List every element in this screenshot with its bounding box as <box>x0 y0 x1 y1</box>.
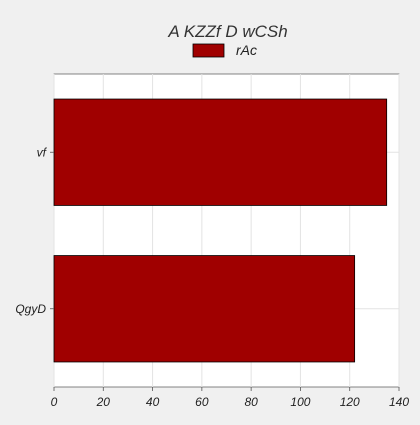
legend-label: rAc <box>236 42 257 58</box>
bar <box>53 255 356 363</box>
chart-title: A KZZf D wCSh <box>167 22 287 41</box>
y-tick-label: QgyD <box>15 302 46 316</box>
bars <box>53 98 388 363</box>
bar <box>53 98 388 206</box>
x-axis-ticks: 0 20 40 60 80 100 120 140 <box>51 387 409 409</box>
x-tick-label: 0 <box>51 395 58 409</box>
x-tick-label: 140 <box>389 395 409 409</box>
legend: rAc <box>192 42 257 58</box>
x-tick-label: 120 <box>340 395 360 409</box>
x-tick-label: 80 <box>244 395 258 409</box>
y-axis-ticks: vf QgyD <box>15 145 54 316</box>
legend-swatch <box>192 43 225 58</box>
x-tick-label: 40 <box>146 395 160 409</box>
x-tick-label: 20 <box>96 395 111 409</box>
y-tick-label: vf <box>37 145 48 159</box>
x-tick-label: 100 <box>290 395 310 409</box>
x-tick-label: 60 <box>195 395 209 409</box>
